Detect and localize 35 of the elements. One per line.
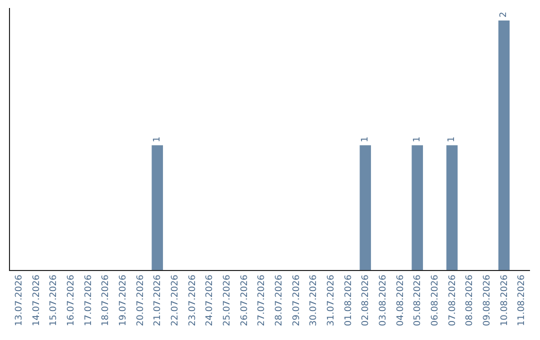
- x-tick-label: 10.08.2026: [500, 274, 510, 326]
- x-tick-label: 15.07.2026: [49, 274, 60, 326]
- x-tick-label: 02.08.2026: [361, 274, 372, 326]
- x-tick-label: 23.07.2026: [188, 274, 198, 326]
- x-tick-label: 04.08.2026: [396, 274, 406, 326]
- x-tick-label: 28.07.2026: [274, 274, 285, 326]
- x-tick-label: 25.07.2026: [222, 274, 233, 326]
- x-tick-label: 26.07.2026: [240, 274, 250, 326]
- data-label: 1: [360, 136, 370, 142]
- x-tick-label: 13.07.2026: [14, 274, 25, 326]
- data-label: 2: [499, 12, 509, 18]
- data-label: 1: [152, 136, 162, 142]
- x-tick-label: 29.07.2026: [292, 274, 302, 326]
- x-tick-label: 16.07.2026: [66, 274, 77, 326]
- x-tick-label: 07.08.2026: [448, 274, 458, 326]
- x-tick-label: 09.08.2026: [482, 274, 493, 326]
- x-tick-label: 31.07.2026: [326, 274, 337, 326]
- x-tick-label: 17.07.2026: [84, 274, 94, 326]
- x-tick-label: 18.07.2026: [101, 274, 112, 326]
- x-tick-label: 11.08.2026: [517, 274, 528, 326]
- data-label: 1: [447, 136, 457, 142]
- x-tick-label: 21.07.2026: [153, 274, 164, 326]
- x-tick-label: 30.07.2026: [309, 274, 320, 326]
- x-tick-label: 20.07.2026: [136, 274, 146, 326]
- x-tick-label: 05.08.2026: [413, 274, 424, 326]
- x-tick-label: 06.08.2026: [430, 274, 441, 326]
- data-label: 1: [412, 136, 422, 142]
- x-tick-label: 22.07.2026: [170, 274, 181, 326]
- x-tick-label: 01.08.2026: [344, 274, 354, 326]
- x-tick-label: 19.07.2026: [118, 274, 129, 326]
- x-tick-label: 08.08.2026: [465, 274, 476, 326]
- x-tick-label: 27.07.2026: [257, 274, 268, 326]
- x-tick-label: 24.07.2026: [205, 274, 216, 326]
- x-tick-label: 03.08.2026: [378, 274, 389, 326]
- x-tick-label: 14.07.2026: [32, 274, 42, 326]
